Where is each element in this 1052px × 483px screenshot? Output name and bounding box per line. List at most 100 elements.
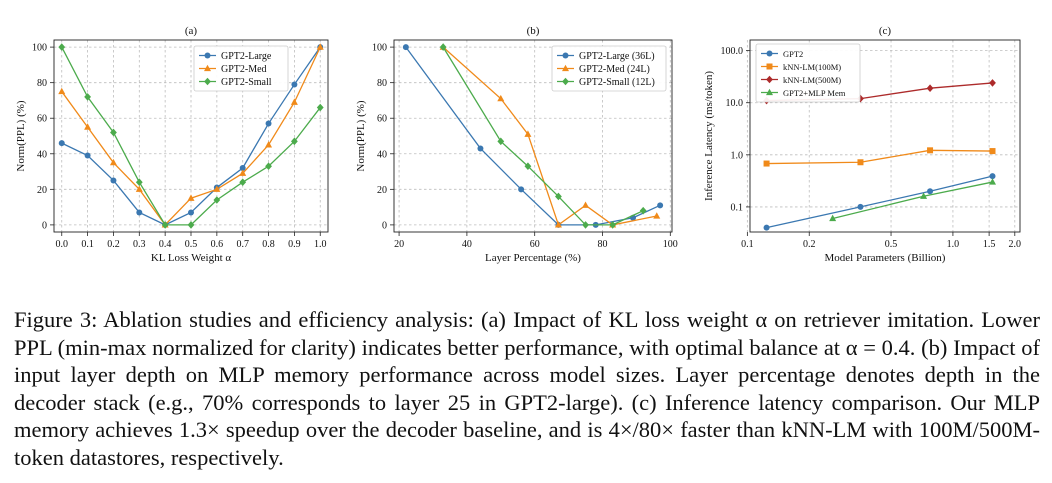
legend-label: GPT2: [783, 49, 803, 59]
x-axis-label: Layer Percentage (%): [485, 252, 581, 264]
data-point: [609, 221, 617, 229]
data-point: [639, 206, 647, 215]
legend-marker: [766, 75, 773, 84]
x-tick-label: 0.1: [741, 239, 754, 250]
data-point: [58, 140, 65, 147]
data-point: [213, 185, 221, 192]
data-point: [109, 158, 117, 166]
data-point: [989, 79, 996, 87]
data-point: [763, 224, 770, 231]
data-point: [136, 209, 143, 216]
data-point: [265, 141, 273, 148]
data-point: [239, 165, 246, 171]
data-point: [213, 196, 221, 204]
x-axis-label: KL Loss Weight α: [151, 252, 232, 264]
legend-marker: [204, 52, 211, 59]
x-tick-label: 0.4: [159, 239, 172, 250]
data-point: [927, 188, 934, 195]
legend-label: GPT2-Small (12L): [579, 77, 655, 88]
data-point: [316, 43, 324, 50]
y-axis-label: Norm(PPL) (%): [15, 100, 27, 172]
data-point: [989, 148, 996, 155]
series-1: [58, 43, 324, 228]
data-point: [291, 81, 298, 88]
chart-panel-2: 0.1 0.2 0.5 1.0 1.5 2.0 0.1 1.0 10.0 100.0 (c) Mode…: [703, 25, 1021, 264]
data-point: [84, 93, 92, 101]
x-tick-label: 1.0: [947, 239, 960, 250]
data-point: [497, 137, 505, 146]
x-tick-label: 2.0: [1009, 239, 1022, 250]
series-0: [763, 173, 996, 231]
data-point: [316, 103, 324, 112]
series-line: [766, 175, 993, 229]
data-point: [989, 178, 997, 185]
data-point: [857, 203, 864, 210]
chart-title: (b): [527, 25, 540, 37]
y-tick-label: 1.0: [731, 150, 744, 161]
data-point: [239, 169, 247, 176]
data-point: [763, 160, 770, 167]
legend-marker: [562, 77, 569, 86]
x-tick-label: 0.3: [133, 239, 146, 250]
data-point: [110, 177, 117, 184]
figure-charts: 0.0 0.1 0.2 0.3 0.4 0.5 0.6 0.7 0.8 0.9 1.0 0 20 40 60…: [15, 25, 1021, 264]
data-point: [439, 43, 447, 51]
x-tick-label: 60: [530, 239, 540, 250]
data-point: [58, 43, 66, 51]
data-point: [402, 44, 409, 51]
data-point: [265, 162, 272, 171]
data-point: [84, 123, 92, 130]
y-tick-label: 20: [37, 185, 47, 196]
legend: GPT2-Large (36L) GPT2-Med (24L) GPT2-Small…: [551, 45, 667, 92]
data-point: [497, 94, 505, 102]
chart-title: (c): [879, 25, 892, 37]
x-tick-label: 0.1: [81, 239, 94, 250]
x-tick-label: 1.0: [314, 239, 327, 250]
y-tick-label: 60: [377, 114, 387, 125]
legend-marker: [204, 64, 211, 72]
data-point: [582, 201, 590, 208]
legend-marker: [562, 64, 569, 72]
x-tick-label: 20: [394, 239, 404, 250]
legend-box: [551, 45, 667, 92]
series-line: [766, 149, 993, 165]
chart-panel-1: 20 40 60 80 100 0 20 40 60 80 100 (b) Layer Percenta…: [355, 25, 678, 264]
legend-marker: [562, 52, 569, 59]
data-point: [989, 173, 996, 180]
data-point: [920, 192, 928, 199]
data-point: [518, 186, 525, 193]
legend-label: kNN-LM(500M): [783, 75, 841, 85]
plot-frame: [53, 39, 329, 233]
data-point: [135, 185, 143, 192]
legend-label: GPT2-Med: [221, 64, 267, 75]
x-tick-label: 0.0: [56, 239, 69, 250]
x-tick-label: 100: [663, 239, 678, 250]
legend-label: GPT2-Large: [221, 51, 272, 62]
x-axis-label: Model Parameters (Billion): [825, 252, 946, 264]
data-point: [265, 120, 272, 127]
data-point: [290, 98, 298, 105]
series-line: [832, 181, 993, 220]
data-point: [653, 212, 661, 219]
data-point: [187, 194, 195, 201]
data-point: [84, 152, 91, 159]
y-tick-label: 100: [32, 43, 47, 54]
data-point: [188, 209, 194, 216]
data-point: [58, 87, 66, 95]
series-1: [763, 147, 996, 167]
y-tick-label: 40: [377, 149, 387, 160]
plot-frame: [749, 39, 1021, 233]
y-tick-label: 20: [377, 185, 387, 196]
x-tick-label: 0.7: [236, 239, 249, 250]
y-tick-label: 80: [377, 78, 387, 89]
data-point: [829, 214, 837, 222]
series-3: [829, 178, 997, 222]
x-tick-label: 80: [598, 239, 608, 250]
x-tick-label: 0.9: [288, 239, 301, 250]
x-tick-label: 0.6: [211, 239, 224, 250]
x-tick-label: 40: [462, 239, 472, 250]
legend: GPT2-Large GPT2-Med GPT2-Small: [193, 45, 289, 92]
x-tick-label: 0.8: [262, 239, 275, 250]
data-point: [657, 202, 664, 209]
y-tick-label: 40: [37, 149, 47, 160]
